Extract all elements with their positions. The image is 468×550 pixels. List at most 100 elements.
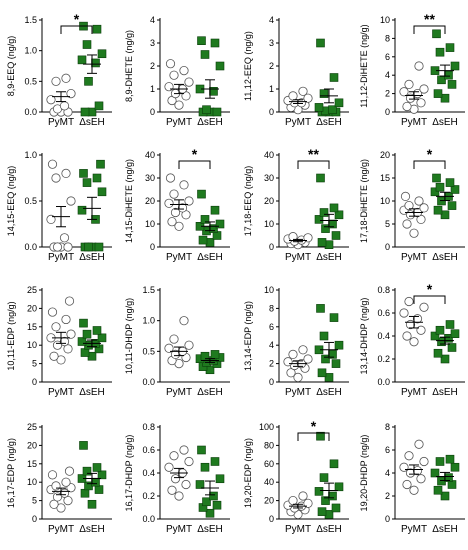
y-tick-label: 1.0 — [24, 150, 37, 160]
y-tick-label: 0.2 — [142, 491, 155, 501]
y-axis-label: 19,20-EDP (ng/g) — [243, 438, 253, 508]
data-point-dseh — [314, 215, 324, 224]
y-tick-label: 20 — [27, 440, 37, 450]
y-axis-label: 13,14-EDP (ng/g) — [243, 301, 253, 371]
data-point-dseh — [77, 205, 87, 215]
data-point-dseh — [432, 173, 441, 183]
y-axis-label: 10,11-DHDP (ng/g) — [124, 298, 134, 374]
data-point-pymt — [165, 59, 176, 69]
data-point-dseh — [435, 457, 445, 466]
data-point-dseh — [440, 210, 450, 220]
significance-bracket — [413, 25, 446, 34]
y-tick-label: 0.6 — [142, 445, 155, 455]
y-tick-label: 1 — [269, 84, 274, 94]
data-point-dseh — [200, 462, 210, 472]
data-point-dseh — [205, 508, 215, 518]
y-axis-label: 11,12-EEQ (ng/g) — [243, 31, 253, 101]
data-point-pymt — [63, 344, 73, 354]
y-tick-label: 10 — [264, 219, 274, 229]
data-point-dseh — [440, 354, 450, 364]
y-tick-label: 1.0 — [142, 316, 155, 326]
panel-2: 0 1 2 3 4 8,9-DHETE (ng/g) PyMT ΔsEH — [124, 15, 230, 128]
data-point-pymt — [47, 159, 58, 169]
y-tick-label: 10 — [27, 477, 37, 487]
data-point-pymt — [47, 470, 58, 480]
y-tick-label: 8 — [269, 303, 274, 313]
significance-label: * — [427, 146, 433, 162]
data-point-dseh — [94, 242, 104, 252]
data-point-dseh — [445, 320, 455, 329]
data-point-dseh — [92, 173, 102, 183]
significance-bracket — [413, 160, 446, 169]
data-point-dseh — [319, 208, 329, 217]
data-point-pymt — [402, 479, 412, 490]
y-tick-label: 0 — [269, 377, 274, 387]
data-point-dseh — [80, 107, 90, 117]
data-point-dseh — [197, 36, 206, 46]
y-axis-label: 14,15-DiHETE (ng/g) — [124, 159, 134, 243]
y-tick-label: 4 — [385, 70, 390, 80]
data-point-dseh — [77, 337, 87, 346]
data-point-dseh — [80, 348, 90, 357]
y-tick-label: 0 — [269, 514, 274, 524]
data-point-dseh — [79, 441, 88, 450]
data-point-dseh — [334, 340, 344, 350]
data-point-pymt — [399, 308, 409, 318]
data-point-dseh — [331, 359, 341, 368]
data-point-dseh — [82, 466, 92, 476]
data-point-dseh — [319, 331, 329, 341]
y-tick-label: 8 — [385, 422, 390, 432]
panel-5: 0.0 0.5 1.0 14,15-EEQ (ng/g) PyMT ΔsEH — [6, 150, 112, 263]
data-point-pymt — [61, 314, 71, 325]
data-point-pymt — [164, 198, 174, 208]
panel-13: 0 5 10 15 20 25 16,17-EDP (ng/g) PyMT ΔsEH — [6, 422, 112, 535]
data-point-dseh — [440, 93, 450, 103]
significance-label: ** — [308, 146, 319, 162]
x-category-label: PyMT — [166, 524, 192, 535]
data-point-dseh — [321, 224, 330, 233]
data-point-pymt — [59, 336, 70, 347]
x-category-label: ΔsEH — [197, 387, 223, 398]
data-point-dseh — [447, 343, 457, 352]
y-tick-label: 10 — [264, 285, 274, 295]
data-point-dseh — [329, 73, 339, 82]
data-point-pymt — [402, 331, 412, 341]
panel-3: 0 1 2 3 4 11,12-EEQ (ng/g) PyMT ΔsEH — [243, 15, 349, 128]
data-point-dseh — [316, 38, 325, 48]
data-point-dseh — [316, 431, 325, 441]
data-point-pymt — [56, 503, 66, 513]
data-point-pymt — [179, 66, 189, 76]
x-category-label: PyMT — [285, 387, 311, 398]
data-point-dseh — [202, 497, 211, 507]
data-point-dseh — [209, 491, 218, 501]
significance-label: * — [311, 418, 317, 434]
data-point-dseh — [197, 445, 206, 455]
x-category-label: PyMT — [401, 524, 427, 535]
data-point-pymt — [167, 217, 177, 227]
y-tick-label: 4 — [269, 340, 274, 350]
x-category-label: PyMT — [166, 117, 192, 128]
data-point-pymt — [169, 451, 179, 461]
y-tick-label: 5 — [32, 359, 37, 369]
y-tick-label: 0.0 — [24, 107, 37, 117]
data-point-pymt — [66, 329, 76, 339]
data-point-pymt — [46, 214, 56, 224]
data-point-dseh — [334, 210, 344, 220]
y-tick-label: 6 — [385, 445, 390, 455]
data-point-dseh — [433, 485, 443, 495]
data-point-pymt — [164, 462, 174, 472]
x-category-label: PyMT — [401, 117, 427, 128]
data-point-pymt — [170, 474, 181, 484]
data-point-pymt — [167, 485, 177, 495]
x-category-label: ΔsEH — [79, 387, 105, 398]
data-point-dseh — [84, 77, 93, 86]
data-point-pymt — [419, 84, 429, 94]
y-tick-label: 6 — [269, 322, 274, 332]
data-point-dseh — [314, 103, 324, 112]
data-point-pymt — [419, 302, 429, 312]
x-category-label: PyMT — [48, 252, 74, 263]
y-axis-label: 8,9-DHETE (ng/g) — [124, 30, 134, 102]
data-point-dseh — [92, 24, 102, 34]
y-tick-label: 1 — [150, 84, 155, 94]
data-point-dseh — [334, 98, 344, 108]
